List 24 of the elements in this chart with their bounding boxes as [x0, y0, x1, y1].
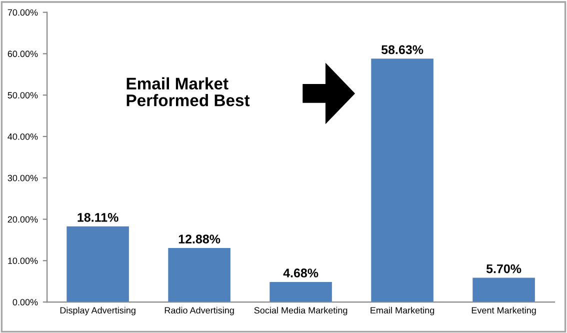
bar	[270, 282, 332, 302]
y-tick-label: 70.00%	[8, 9, 38, 16]
x-tick-label: Radio Advertising	[164, 306, 234, 316]
y-tick-label: 40.00%	[8, 133, 38, 140]
bar	[472, 278, 535, 302]
y-tick-label: 10.00%	[8, 258, 38, 264]
x-tick-label: Email Marketing	[370, 306, 434, 316]
y-tick-label: 30.00%	[8, 174, 38, 182]
data-label: 12.88%	[178, 234, 220, 244]
y-tick-label: 0.00%	[12, 299, 38, 306]
data-label: 5.70%	[486, 264, 522, 274]
x-tick-label: Display Advertising	[60, 306, 136, 316]
data-label: 18.11%	[78, 212, 118, 222]
y-tick-label: 50.00%	[8, 92, 38, 98]
data-label: 4.68%	[283, 268, 318, 278]
bar	[168, 248, 230, 302]
x-tick-label: Social Media Marketing	[254, 306, 348, 316]
x-tick-label: Event Marketing	[472, 306, 536, 316]
bar	[371, 58, 434, 302]
y-tick-label: 20.00%	[8, 216, 38, 223]
data-label: 58.63%	[381, 45, 424, 54]
bar	[66, 226, 129, 302]
annotation: Email Market Performed Best	[126, 77, 250, 106]
y-tick-label: 60.00%	[8, 50, 38, 58]
